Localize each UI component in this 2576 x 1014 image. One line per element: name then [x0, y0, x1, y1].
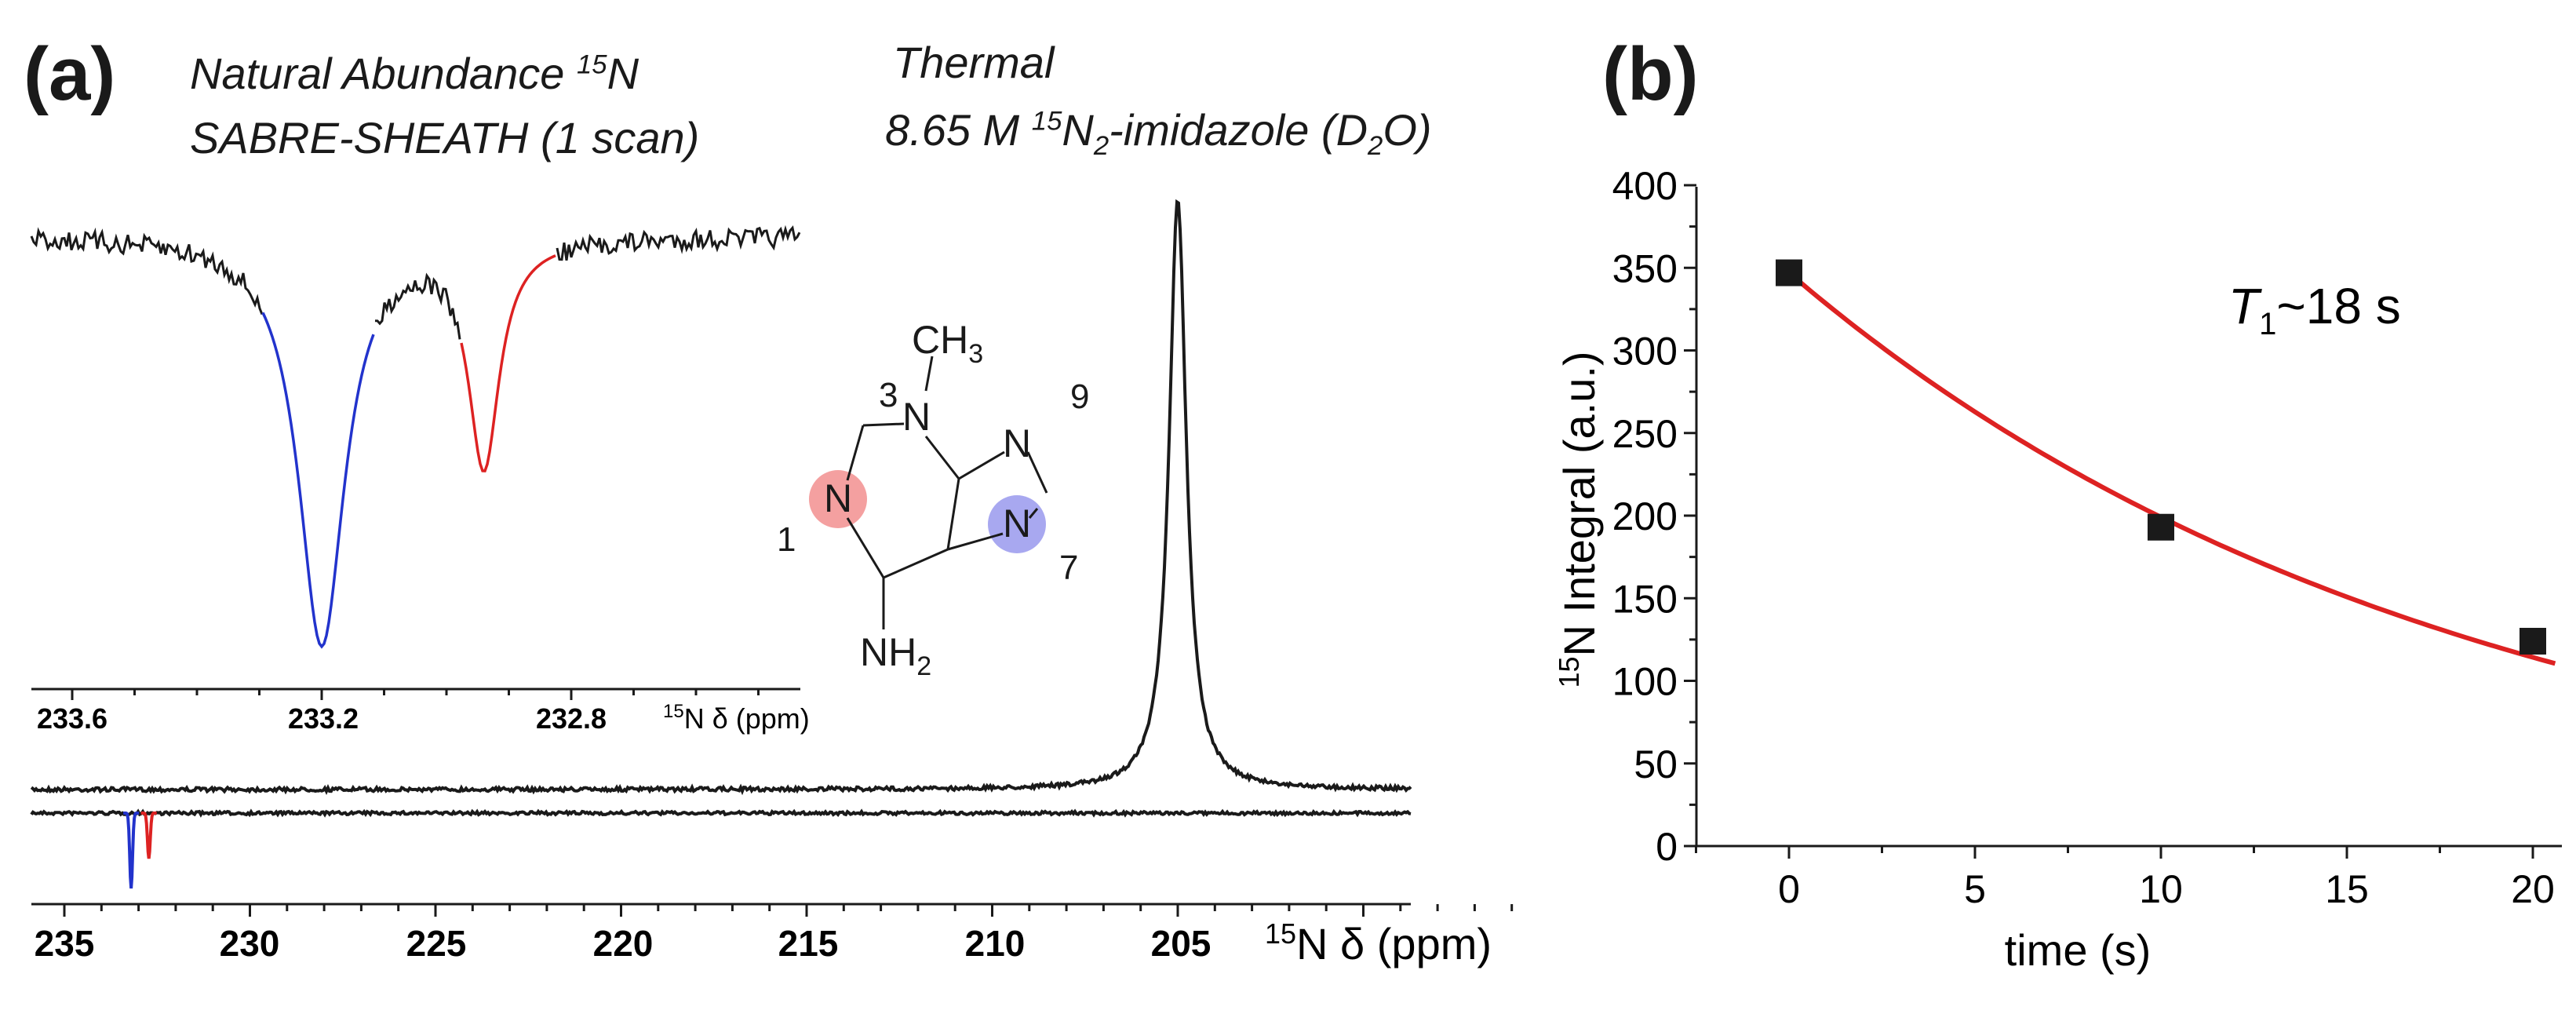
main-x-tick-215: 215	[778, 923, 839, 964]
main-x-tick-210: 210	[965, 923, 1026, 964]
atom-number-1: 1	[777, 520, 796, 559]
main-peak-n7	[123, 812, 140, 889]
atom-nh2: NH2	[860, 630, 931, 681]
n7-highlight	[988, 495, 1046, 553]
b-data-points	[1776, 259, 2546, 655]
inset-x-axis-label: 15N δ (ppm)	[663, 701, 810, 735]
b-y-tick-label: 200	[1612, 494, 1678, 538]
b-data-point	[2148, 513, 2174, 541]
b-x-tick-label: 10	[2139, 867, 2183, 911]
panel-a-label: (a)	[24, 32, 116, 116]
inset-baseline-left	[30, 227, 264, 316]
b-t1-annotation: T1~18 s	[2228, 278, 2401, 341]
inset-peak-n1	[460, 254, 556, 472]
atom-n3: N	[902, 395, 931, 439]
b-ticks	[1684, 184, 2534, 859]
main-x-tick-220: 220	[593, 923, 654, 964]
atom-number-7: 7	[1059, 549, 1078, 587]
main-x-axis-label: 15N δ (ppm)	[1265, 917, 1492, 968]
b-x-axis-label: time (s)	[2005, 925, 2152, 975]
b-y-tick-label: 400	[1612, 164, 1678, 208]
b-y-tick-label: 150	[1612, 577, 1678, 621]
inset-baseline-middle	[374, 272, 461, 340]
b-y-tick-label: 350	[1612, 246, 1678, 290]
sabre-spectrum-trace	[30, 808, 1412, 818]
caption-sabre-sheath: SABRE-SHEATH (1 scan)	[190, 113, 700, 162]
inset-baseline-right	[556, 224, 801, 261]
inset-x-tick-233-2: 233.2	[288, 702, 359, 735]
inset-x-tick-232-8: 232.8	[536, 702, 607, 735]
b-x-tick-label: 5	[1964, 867, 1986, 911]
b-fit-curve	[1787, 271, 2556, 666]
b-x-tick-label: 15	[2325, 867, 2369, 911]
thermal-spectrum-trace	[30, 199, 1412, 796]
methyladenine-structure: N N N N CH3 NH2 3 9 1 7	[777, 318, 1089, 681]
b-y-tick-label: 50	[1634, 742, 1678, 786]
b-y-tick-label: 300	[1612, 330, 1678, 374]
b-y-tick-label: 100	[1612, 660, 1678, 704]
main-x-tick-225: 225	[406, 923, 467, 964]
atom-n7: N	[1003, 502, 1031, 545]
b-y-axis-label: 15N Integral (a.u.)	[1553, 351, 1604, 688]
main-peak-n1	[140, 812, 157, 859]
main-spectrum-chart: 235 230 225 220 215 210 205 15N δ (ppm)	[30, 199, 1514, 968]
atom-n9: N	[1003, 421, 1031, 465]
t1-decay-chart: 0 50 100 150 200 250 300 350 400 0 5 10 15 20 time (…	[1553, 164, 2562, 975]
caption-thermal: Thermal	[893, 38, 1055, 87]
b-y-tick-labels: 0 50 100 150 200 250 300 350 400	[1612, 164, 1678, 869]
inset-spectrum-chart: 233.6 233.2 232.8 15N δ (ppm)	[30, 224, 810, 735]
atom-n1: N	[824, 476, 852, 520]
inset-x-tick-233-6: 233.6	[37, 702, 107, 735]
n1-highlight	[809, 470, 867, 528]
main-x-ticks	[63, 904, 1514, 917]
b-data-point	[1776, 259, 1802, 286]
atom-number-3: 3	[879, 376, 898, 414]
main-x-tick-205: 205	[1151, 923, 1211, 964]
b-y-tick-label: 0	[1656, 825, 1678, 869]
b-x-tick-label: 0	[1778, 867, 1800, 911]
main-x-tick-235: 235	[35, 923, 95, 964]
b-x-tick-label: 20	[2511, 867, 2555, 911]
atom-number-9: 9	[1070, 378, 1089, 416]
atom-ch3: CH3	[912, 318, 983, 369]
inset-peak-n7	[261, 312, 375, 649]
caption-imidazole: 8.65 M 15N2-imidazole (D2O)	[885, 105, 1432, 162]
main-x-tick-230: 230	[220, 923, 280, 964]
inset-x-ticks	[71, 689, 760, 700]
b-x-tick-labels: 0 5 10 15 20	[1778, 867, 2555, 911]
caption-natural-abundance: Natural Abundance 15N	[190, 49, 639, 98]
b-data-point	[2520, 627, 2546, 655]
b-y-tick-label: 250	[1612, 412, 1678, 456]
panel-b-label: (b)	[1602, 32, 1699, 116]
